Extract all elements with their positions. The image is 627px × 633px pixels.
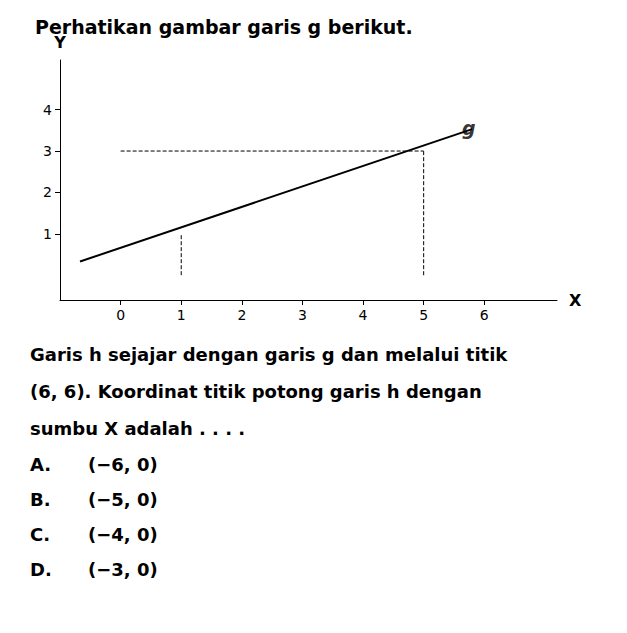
svg-text:D.: D. [30, 559, 52, 580]
svg-text:4: 4 [359, 307, 368, 323]
svg-text:C.: C. [30, 524, 50, 545]
svg-text:sumbu X adalah . . . .: sumbu X adalah . . . . [30, 418, 245, 439]
svg-text:5: 5 [419, 307, 428, 323]
svg-text:(−6, 0): (−6, 0) [88, 454, 158, 475]
svg-text:Y: Y [54, 32, 66, 52]
svg-text:(−4, 0): (−4, 0) [88, 524, 158, 545]
svg-text:(−5, 0): (−5, 0) [88, 489, 158, 510]
svg-text:1: 1 [177, 307, 186, 323]
svg-text:4: 4 [43, 102, 52, 118]
svg-text:X: X [569, 291, 582, 310]
svg-text:3: 3 [298, 307, 307, 323]
svg-text:0: 0 [116, 307, 125, 323]
svg-text:(6, 6). Koordinat titik potong: (6, 6). Koordinat titik potong garis h d… [30, 381, 482, 402]
svg-text:6: 6 [480, 307, 489, 323]
svg-text:2: 2 [43, 184, 52, 200]
svg-text:3: 3 [43, 143, 52, 159]
svg-text:(−3, 0): (−3, 0) [88, 559, 158, 580]
svg-text:A.: A. [30, 454, 51, 475]
svg-text:Garis h sejajar dengan garis g: Garis h sejajar dengan garis g dan melal… [30, 344, 508, 365]
svg-text:2: 2 [237, 307, 246, 323]
svg-text:Perhatikan gambar garis g beri: Perhatikan gambar garis g berikut. [35, 16, 413, 38]
svg-text:g: g [462, 117, 476, 139]
svg-text:B.: B. [30, 489, 51, 510]
svg-text:1: 1 [43, 226, 52, 242]
